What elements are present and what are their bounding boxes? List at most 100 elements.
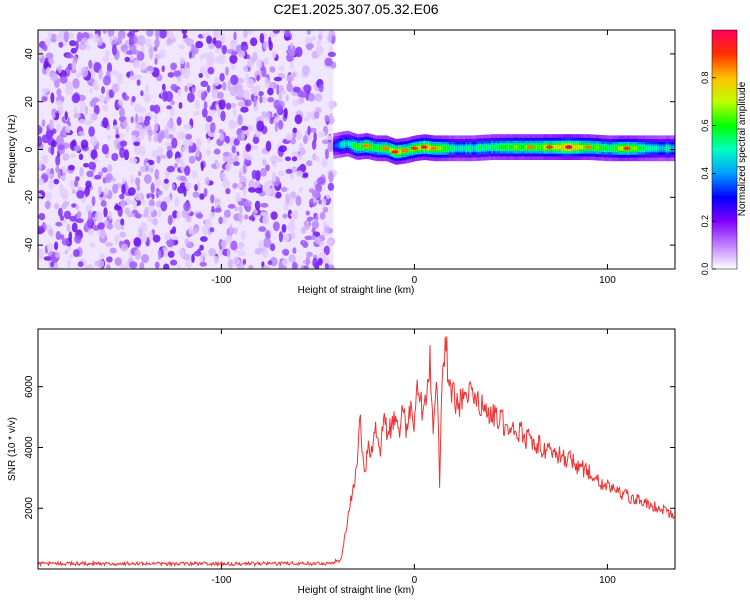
noise-speckle — [174, 197, 180, 207]
signal-band-cell — [447, 146, 450, 151]
noise-speckle — [170, 35, 175, 41]
colorbar: 0.0 0.2 0.4 0.6 0.8 Normalized spectral ampl… — [700, 29, 748, 275]
signal-peak — [584, 145, 592, 149]
noise-speckle — [110, 70, 119, 76]
snr-panel: -100 0 100 2000 4000 6000 Height of straight … — [7, 328, 676, 596]
signal-band-cell — [601, 145, 604, 151]
spectrogram-axes: -100 0 100 -40 -20 0 20 40 — [24, 30, 675, 286]
x-tick-label: 100 — [599, 275, 616, 286]
noise-speckle — [285, 133, 291, 142]
noise-speckle — [285, 156, 291, 162]
noise-speckle — [308, 92, 315, 102]
y-tick-label: 0 — [24, 146, 35, 152]
noise-speckle — [306, 30, 311, 36]
signal-band-cell — [437, 146, 440, 151]
noise-speckle — [85, 180, 92, 189]
noise-speckle — [259, 33, 265, 44]
noise-speckle — [122, 177, 126, 184]
signal-band-cell — [631, 146, 634, 151]
noise-speckle — [167, 72, 174, 78]
noise-speckle — [222, 81, 227, 91]
noise-speckle — [90, 135, 98, 146]
noise-speckle — [264, 77, 270, 88]
noise-speckle — [229, 54, 238, 64]
noise-speckle — [304, 37, 312, 45]
noise-speckle — [328, 171, 334, 183]
noise-speckle — [323, 245, 330, 256]
noise-speckle — [74, 179, 79, 188]
noise-speckle — [327, 116, 335, 125]
signal-band-cell — [667, 146, 670, 151]
noise-speckle — [58, 41, 64, 48]
noise-speckle — [199, 66, 206, 74]
noise-speckle — [237, 114, 243, 126]
noise-speckle — [262, 265, 270, 269]
noise-speckle — [166, 105, 173, 110]
noise-speckle — [145, 165, 149, 172]
noise-speckle — [113, 204, 122, 211]
noise-speckle — [315, 214, 319, 222]
noise-speckle — [253, 96, 257, 108]
noise-speckle — [206, 55, 215, 66]
noise-speckle — [157, 249, 162, 261]
noise-speckle — [158, 49, 166, 60]
noise-speckle — [158, 154, 167, 159]
noise-speckle — [101, 167, 108, 173]
signal-peak — [362, 144, 370, 148]
noise-speckle — [140, 90, 144, 97]
noise-speckle — [250, 145, 258, 150]
noise-speckle — [87, 229, 94, 236]
noise-speckle — [98, 68, 103, 80]
noise-speckle — [283, 107, 288, 119]
signal-band-cell — [399, 149, 402, 154]
noise-speckle — [179, 57, 185, 65]
noise-speckle — [154, 261, 160, 269]
noise-speckle — [263, 237, 272, 248]
noise-speckle — [277, 120, 284, 130]
noise-speckle — [176, 116, 182, 126]
noise-speckle — [112, 83, 119, 93]
signal-band-cell — [449, 146, 452, 151]
noise-speckle — [322, 139, 330, 145]
noise-speckle — [38, 249, 43, 254]
noise-speckle — [155, 30, 160, 40]
noise-speckle — [59, 75, 68, 84]
signal-band-cell — [355, 144, 358, 149]
noise-speckle — [117, 30, 126, 40]
snr-axes: -100 0 100 2000 4000 6000 — [24, 329, 675, 586]
signal-band-cell — [491, 145, 494, 150]
noise-speckle — [122, 95, 130, 101]
signal-band-cell — [369, 144, 372, 149]
noise-speckle — [71, 60, 77, 71]
signal-peak — [382, 146, 389, 151]
noise-speckle — [215, 40, 222, 49]
noise-speckle — [314, 236, 322, 244]
noise-speckle — [271, 154, 278, 161]
noise-speckle — [189, 139, 194, 147]
noise-speckle — [135, 177, 141, 186]
noise-speckle — [139, 61, 147, 71]
noise-speckle — [263, 57, 269, 65]
noise-speckle — [188, 51, 192, 59]
signal-band-cell — [357, 144, 360, 150]
signal-band-cell — [339, 142, 342, 147]
noise-speckle — [100, 200, 107, 207]
signal-peak — [391, 150, 399, 154]
signal-band-cell — [535, 145, 538, 150]
noise-speckle — [304, 220, 310, 231]
noise-speckle — [229, 138, 234, 147]
noise-speckle — [191, 253, 195, 263]
noise-speckle — [176, 264, 182, 269]
signal-peak — [430, 146, 438, 151]
colorbar-ticks: 0.0 0.2 0.4 0.6 0.8 — [700, 72, 716, 275]
noise-speckle — [124, 207, 130, 215]
noise-speckle — [41, 96, 48, 102]
noise-speckle — [149, 167, 154, 174]
noise-speckle — [135, 113, 139, 124]
noise-speckle — [56, 88, 62, 97]
noise-speckle — [228, 119, 236, 129]
signal-band-cell — [407, 147, 410, 153]
noise-speckle — [205, 176, 210, 186]
noise-speckle — [190, 46, 199, 55]
noise-speckle — [150, 182, 155, 194]
